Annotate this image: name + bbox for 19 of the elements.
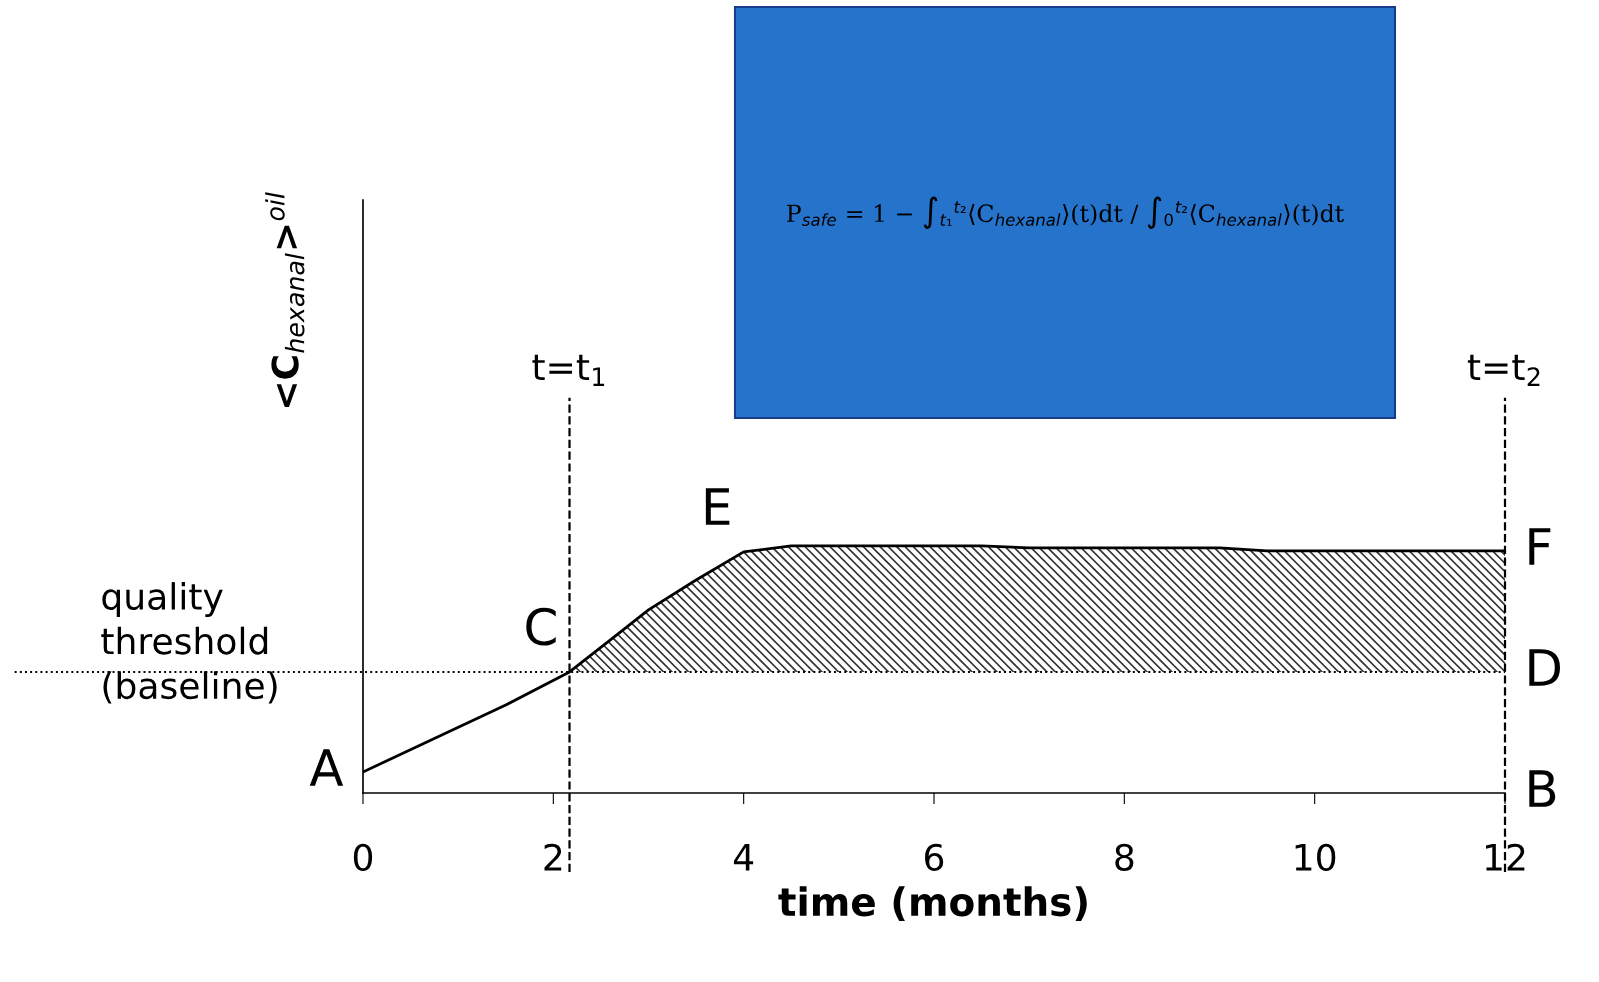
annotation: B — [1529, 770, 1556, 807]
ref-line-label: quality threshold (baseline) — [101, 582, 277, 704]
x-tick-label: 4 — [733, 844, 754, 871]
annotation: D — [1529, 649, 1560, 686]
annotation: E — [705, 488, 730, 525]
x-tick-label: 6 — [925, 843, 944, 871]
ref-line-label: t=t$_{1}$ — [532, 354, 605, 386]
x-tick-label: 2 — [544, 843, 562, 871]
y-axis-title: <C$_{hexanal}$>$^{oil}$ — [265, 192, 305, 407]
ref-line-label: t=t$_{2}$ — [1467, 354, 1540, 386]
x-tick-label: 0 — [353, 843, 373, 871]
x-axis-title: time (months) — [778, 886, 1087, 921]
x-tick-label: 8 — [1115, 843, 1134, 871]
annotation: C — [526, 607, 556, 646]
annotation: A — [309, 749, 344, 786]
text: P$_{safe}$ = 1 − ∫$_{t₁}$$^{t₂}$⟨C$_{hexanal}$⟩(t)dt / ∫$_{0}$$^{t₂}$⟨C$_{hexanal}$⟩(t)dt — [787, 196, 1345, 229]
x-tick-label: 12 — [1485, 843, 1525, 871]
annotation: F — [1529, 528, 1551, 565]
x-tick-label: 10 — [1295, 843, 1336, 871]
